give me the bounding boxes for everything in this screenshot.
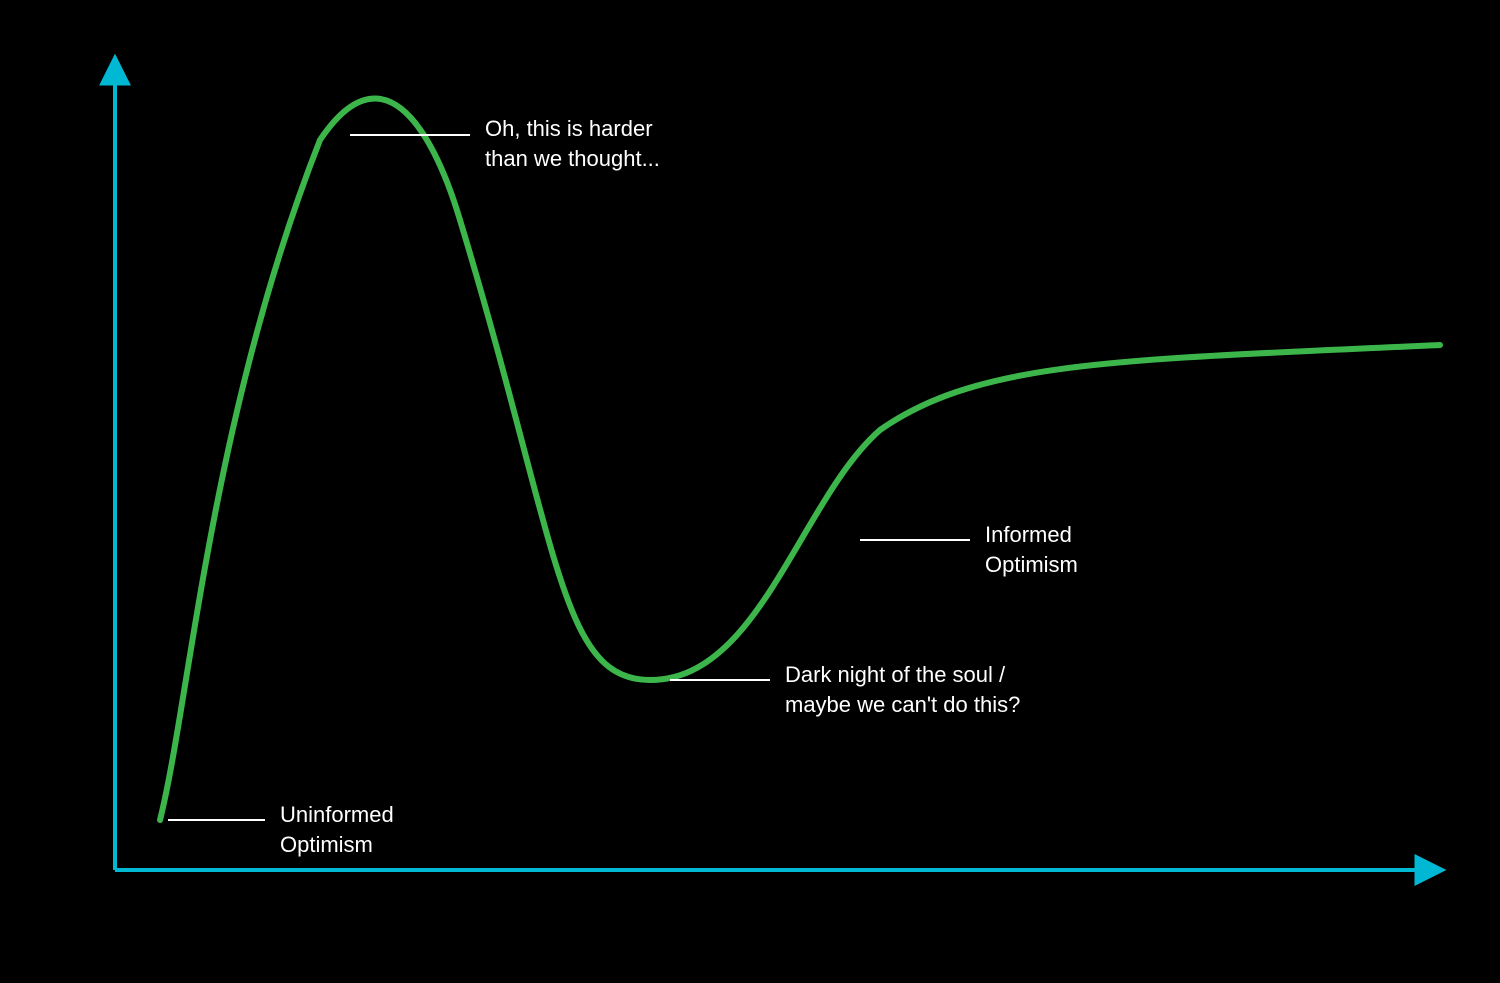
- callout-label-dark-night: Dark night of the soul / maybe we can't …: [785, 660, 1020, 719]
- chart-svg: [0, 0, 1500, 983]
- callout-label-informed-optimism: Informed Optimism: [985, 520, 1078, 579]
- callout-label-uninformed-optimism: Uninformed Optimism: [280, 800, 394, 859]
- callout-label-oh-this-is-harder: Oh, this is harder than we thought...: [485, 114, 660, 173]
- hype-cycle-chart: Uninformed Optimism Oh, this is harder th…: [0, 0, 1500, 983]
